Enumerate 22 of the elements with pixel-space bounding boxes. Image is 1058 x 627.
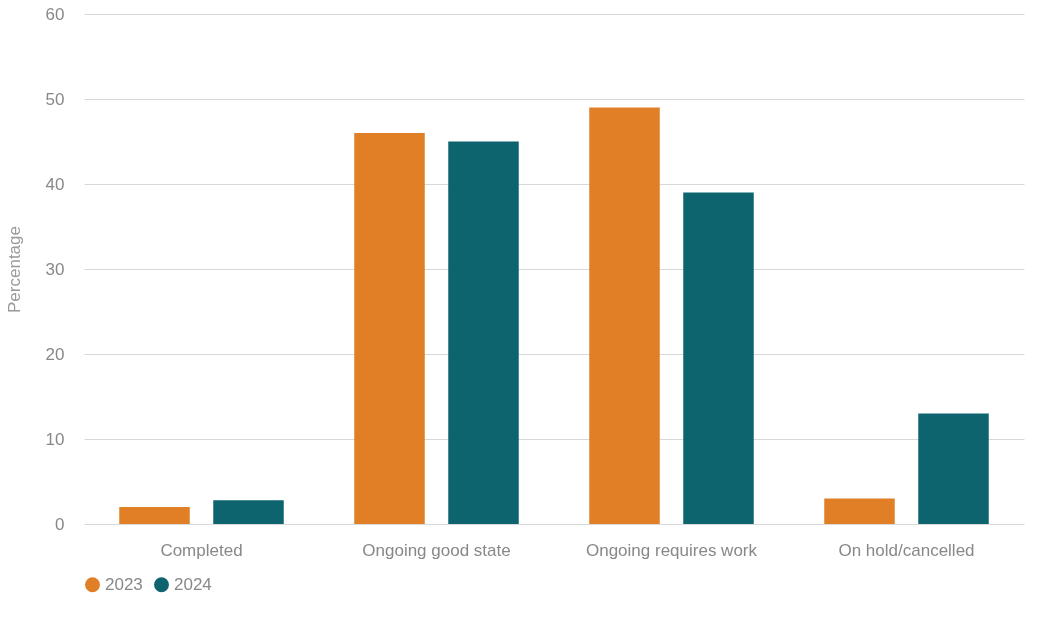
- x-tick-label: Ongoing requires work: [585, 540, 758, 560]
- x-tick-label: Completed: [160, 540, 243, 560]
- bar: [824, 498, 895, 524]
- y-tick-label: 60: [45, 4, 65, 24]
- bar: [918, 413, 989, 524]
- x-tick-label: On hold/cancelled: [838, 540, 975, 560]
- y-tick-label: 10: [45, 429, 65, 449]
- y-axis-title: Percentage: [4, 226, 24, 313]
- y-tick-label: 30: [45, 259, 65, 279]
- y-tick-label: 50: [45, 89, 65, 109]
- bar: [683, 192, 754, 524]
- bar: [448, 141, 519, 524]
- y-tick-label: 20: [45, 344, 65, 364]
- bar: [354, 133, 425, 524]
- bar: [213, 500, 284, 524]
- bar: [119, 507, 190, 524]
- x-tick-label: Ongoing good state: [362, 540, 511, 560]
- legend-label: 2024: [174, 574, 212, 594]
- y-tick-label: 0: [55, 514, 65, 534]
- y-tick-label: 40: [45, 174, 65, 194]
- legend-label: 2023: [105, 574, 143, 594]
- bar: [589, 107, 660, 524]
